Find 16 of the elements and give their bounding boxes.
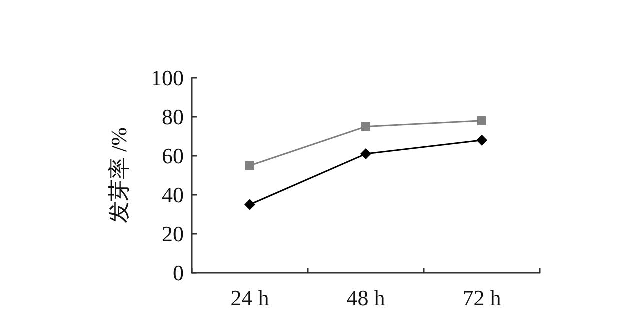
y-tick-label: 100 (151, 66, 184, 90)
x-tick-label: 72 h (462, 286, 502, 310)
y-tick-label: 40 (162, 182, 184, 208)
y-axis-title: 发芽率 /% (106, 128, 132, 224)
point (476, 134, 488, 146)
point (246, 161, 254, 170)
y-tick-label: 20 (162, 222, 184, 246)
y-tick-label: 80 (162, 104, 184, 130)
y-tick-label: 60 (162, 144, 184, 168)
y-tick-label: 0 (173, 260, 184, 286)
x-tick-label: 48 h (346, 286, 386, 310)
point (478, 116, 486, 126)
x-tick-label: 24 h (230, 286, 270, 310)
point (360, 148, 372, 160)
point (244, 199, 256, 210)
point (362, 122, 370, 132)
